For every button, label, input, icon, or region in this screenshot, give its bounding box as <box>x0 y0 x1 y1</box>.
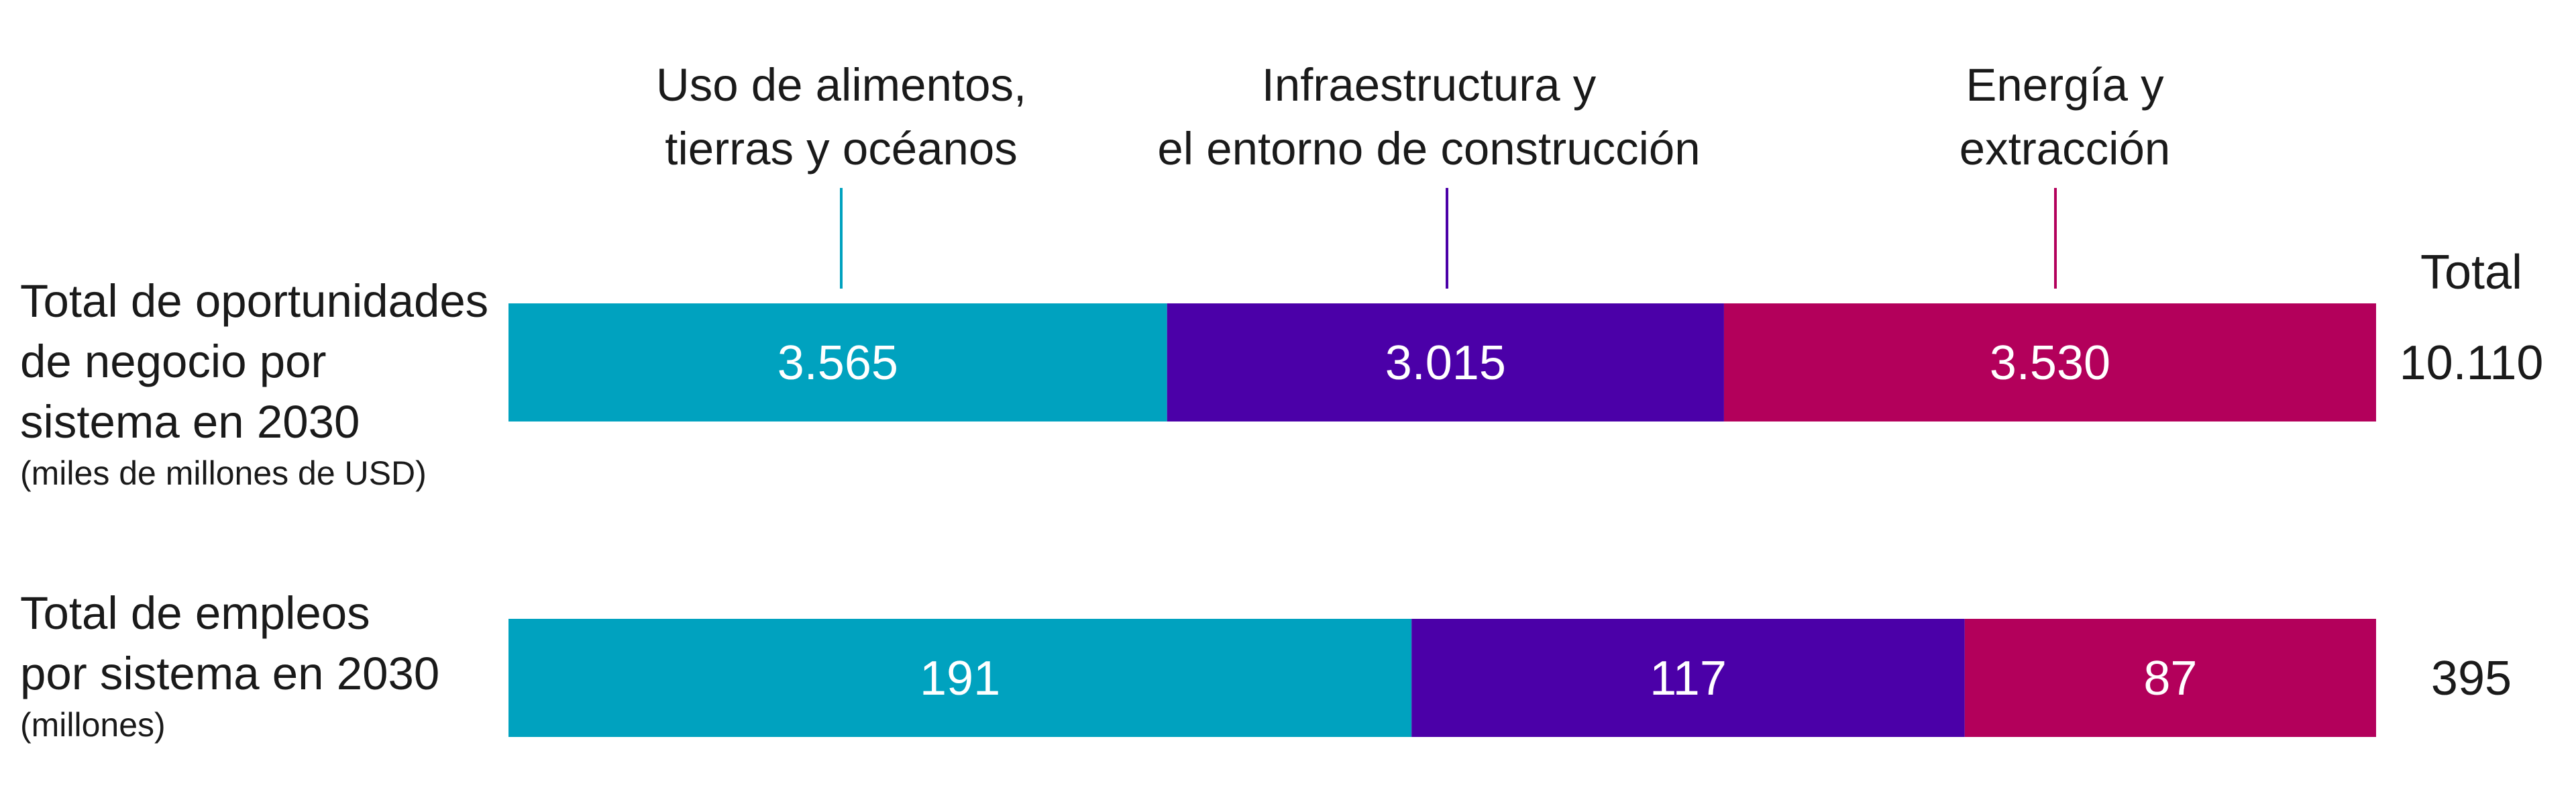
bar-segments <box>508 303 2376 737</box>
row-subtitle-business: (miles de millones de USD) <box>20 454 427 492</box>
bar-segment-row1-food <box>508 303 1167 422</box>
row-title-business: Total de oportunidades de negocio por si… <box>20 275 488 492</box>
bar-segment-row1-energy <box>1723 303 2376 422</box>
category-label-food-line-2: tierras y océanos <box>665 123 1017 175</box>
row-total-1: 10.110 <box>2400 336 2544 390</box>
row-title-business-line-1: Total de oportunidades <box>20 275 488 327</box>
bar-value-row1-infrastructure: 3.015 <box>1385 336 1506 390</box>
row-subtitle-jobs: (millones) <box>20 706 166 744</box>
bar-value-row2-energy: 87 <box>2143 652 2197 705</box>
category-label-energy-line-1: Energía y <box>1966 59 2164 111</box>
bar-value-row1-food: 3.565 <box>777 336 898 390</box>
bar-value-row2-infrastructure: 117 <box>1650 652 1727 705</box>
bar-segment-row1-infrastructure <box>1167 303 1724 422</box>
bar-segment-row2-energy <box>1964 619 2376 737</box>
category-label-infrastructure-line-2: el entorno de construcción <box>1157 123 1700 175</box>
category-label-energy-line-2: extracción <box>1960 123 2170 175</box>
category-label-infrastructure-line-1: Infraestructura y <box>1262 59 1597 111</box>
bar-segment-row2-infrastructure <box>1411 619 1965 737</box>
bar-value-row2-food: 191 <box>920 652 1000 705</box>
row-totals: 10.110 395 <box>2400 336 2544 705</box>
category-label-food-line-1: Uso de alimentos, <box>656 59 1026 111</box>
category-labels: Uso de alimentos, tierras y océanos Infr… <box>656 59 2170 175</box>
row-title-business-line-2: de negocio por <box>20 336 327 387</box>
row-title-business-line-3: sistema en 2030 <box>20 396 360 448</box>
row-total-2: 395 <box>2431 652 2512 705</box>
bar-value-row1-energy: 3.530 <box>1990 336 2110 390</box>
row-title-jobs: Total de empleos por sistema en 2030 (mi… <box>20 587 439 744</box>
total-header: Total <box>2420 246 2522 299</box>
bar-segment-row2-food <box>508 619 1412 737</box>
category-connectors <box>840 188 2057 289</box>
bar-value-labels: 3.565 3.015 3.530 191 117 87 <box>777 336 2198 705</box>
row-title-jobs-line-2: por sistema en 2030 <box>20 648 439 699</box>
row-title-jobs-line-1: Total de empleos <box>20 587 370 639</box>
